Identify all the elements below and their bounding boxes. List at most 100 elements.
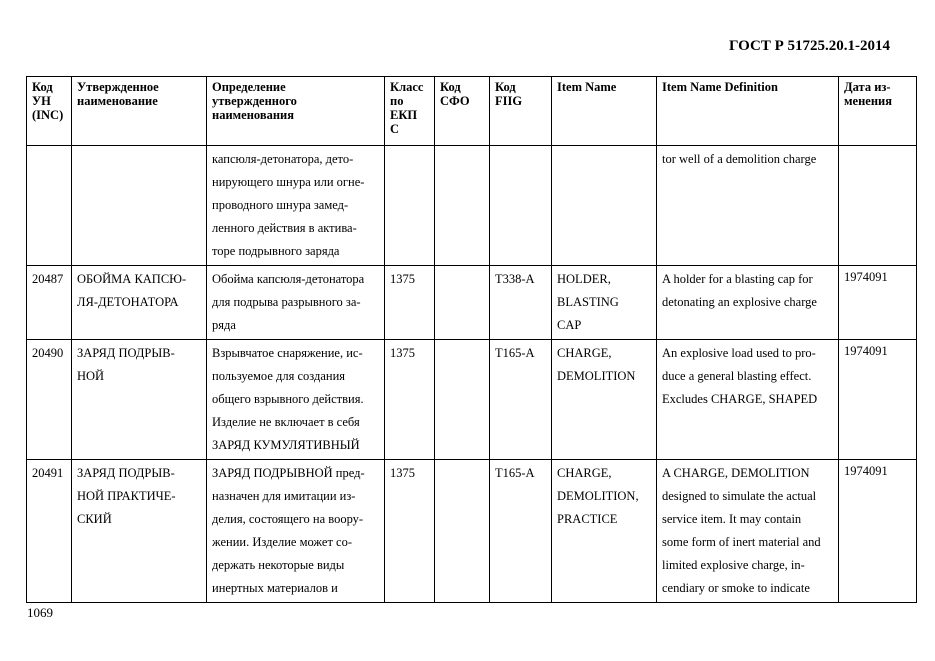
cell-line: ЗАРЯД КУМУЛЯТИВНЫЙ: [212, 438, 360, 452]
cell-line: для подрыва разрывного за-: [212, 295, 361, 309]
cell-line: ОБОЙМА КАПСЮ-: [77, 272, 187, 286]
cell-line: нирующего шнура или огне-: [212, 175, 365, 189]
cell-line: пользуемое для создания: [212, 369, 346, 383]
header-line: Утвержденное: [77, 80, 159, 94]
cell-item-name: CHARGE, DEMOLITION, PRACTICE: [551, 459, 657, 603]
cell-line: DEMOLITION: [557, 369, 636, 383]
header-line: С: [390, 122, 400, 136]
cell-item-name-definition: tor well of a demolition charge: [656, 145, 839, 266]
cell-line: some form of inert material and: [662, 535, 821, 549]
cell-line: 20490: [32, 346, 64, 360]
cell-line: An explosive load used to pro-: [662, 346, 816, 360]
cell-line: назначен для имитации из-: [212, 489, 356, 503]
cell-ekps-class: 1375: [384, 459, 435, 603]
header-line: СФО: [440, 94, 470, 108]
cell-inc-code: [26, 145, 72, 266]
cell-change-date: 1974091: [838, 265, 917, 340]
header-line: по: [390, 94, 404, 108]
cell-line: инертных материалов и: [212, 581, 338, 595]
cell-inc-code: 20490: [26, 339, 72, 460]
header-line: ЕКП: [390, 108, 418, 122]
cell-line: ленного действия в актива-: [212, 221, 357, 235]
cell-sfo-code: [434, 339, 490, 460]
cell-approved-name: ОБОЙМА КАПСЮ- ЛЯ-ДЕТОНАТОРА: [71, 265, 207, 340]
header-line: менения: [844, 94, 892, 108]
cell-line: detonating an explosive charge: [662, 295, 817, 309]
cell-fiig-code: T165-A: [489, 339, 552, 460]
cell-approved-name: ЗАРЯД ПОДРЫВ- НОЙ: [71, 339, 207, 460]
cell-line: T165-A: [495, 466, 535, 480]
cell-line: limited explosive charge, in-: [662, 558, 805, 572]
cell-sfo-code: [434, 145, 490, 266]
cell-line: проводного шнура замед-: [212, 198, 349, 212]
cell-line: СКИЙ: [77, 512, 112, 526]
table-header-row: Код УН (INC) Утвержденное наименование Опреде…: [26, 76, 917, 146]
cell-inc-code: 20487: [26, 265, 72, 340]
header-line: Код: [440, 80, 461, 94]
cell-line: общего взрывного действия.: [212, 392, 364, 406]
cell-item-name-definition: An explosive load used to pro-duce a gen…: [656, 339, 839, 460]
cell-definition: Взрывчатое снаряжение, ис-пользуемое для…: [206, 339, 385, 460]
cell-line: жении. Изделие может со-: [212, 535, 353, 549]
column-header-ekps-class: Класс по ЕКП С: [384, 76, 435, 146]
cell-line: ЗАРЯД ПОДРЫВ-: [77, 466, 175, 480]
header-line: наименования: [212, 108, 295, 122]
cell-line: cendiary or smoke to indicate: [662, 581, 810, 595]
cell-item-name: CHARGE, DEMOLITION: [551, 339, 657, 460]
cell-fiig-code: T338-A: [489, 265, 552, 340]
cell-line: CAP: [557, 318, 582, 332]
column-header-change-date: Дата из-менения: [838, 76, 917, 146]
document-code: ГОСТ Р 51725.20.1-2014: [728, 38, 890, 54]
cell-fiig-code: [489, 145, 552, 266]
header-line: Item Name Definition: [662, 80, 778, 94]
header-line: Код: [495, 80, 516, 94]
cell-item-name-definition: A holder for a blasting cap for detonatin…: [656, 265, 839, 340]
cell-line: держать некоторые виды: [212, 558, 345, 572]
cell-line: ЗАРЯД ПОДРЫВНОЙ пред-: [212, 466, 365, 480]
table-row: 20491 ЗАРЯД ПОДРЫВ- НОЙ ПРАКТИЧЕ- СКИЙ ЗАРЯД…: [26, 459, 917, 603]
cell-line: duce a general blasting effect.: [662, 369, 812, 383]
cell-fiig-code: T165-A: [489, 459, 552, 603]
cell-line: service item. It may contain: [662, 512, 802, 526]
cell-line: CHARGE,: [557, 466, 612, 480]
column-header-fiig-code: Код FIIG: [489, 76, 552, 146]
cell-line: BLASTING: [557, 295, 619, 309]
header-line: Item Name: [557, 80, 617, 94]
page-number: 1069: [27, 605, 53, 620]
cell-line: НОЙ ПРАКТИЧЕ-: [77, 489, 176, 503]
cell-approved-name: [71, 145, 207, 266]
header-line: (INC): [32, 108, 64, 122]
cell-item-name: [551, 145, 657, 266]
cell-line: 1974091: [844, 344, 888, 358]
cell-change-date: [838, 145, 917, 266]
cell-line: 20487: [32, 272, 64, 286]
cell-sfo-code: [434, 459, 490, 603]
cell-line: ЗАРЯД ПОДРЫВ-: [77, 346, 175, 360]
cell-ekps-class: 1375: [384, 339, 435, 460]
cell-line: Взрывчатое снаряжение, ис-: [212, 346, 363, 360]
cell-line: CHARGE,: [557, 346, 612, 360]
cell-line: tor well of a demolition charge: [662, 152, 817, 166]
cell-line: капсюля-детонатора, дето-: [212, 152, 354, 166]
cell-line: A holder for a blasting cap for: [662, 272, 813, 286]
header-line: утвержденного: [212, 94, 297, 108]
table-row: 20490 ЗАРЯД ПОДРЫВ- НОЙ Взрывчатое снаряжен…: [26, 339, 917, 460]
cell-definition: капсюля-детонатора, дето-нирующего шнура…: [206, 145, 385, 266]
cell-line: 1375: [390, 466, 415, 480]
cell-inc-code: 20491: [26, 459, 72, 603]
cell-line: DEMOLITION,: [557, 489, 639, 503]
cell-line: Excludes CHARGE, SHAPED: [662, 392, 818, 406]
cell-line: PRACTICE: [557, 512, 618, 526]
cell-definition: Обойма капсюля-детонатора для подрыва раз…: [206, 265, 385, 340]
cell-ekps-class: 1375: [384, 265, 435, 340]
header-line: Дата из-: [844, 80, 891, 94]
header-line: Определение: [212, 80, 286, 94]
column-header-approved-name: Утвержденное наименование: [71, 76, 207, 146]
cell-line: 1375: [390, 272, 415, 286]
cell-approved-name: ЗАРЯД ПОДРЫВ- НОЙ ПРАКТИЧЕ- СКИЙ: [71, 459, 207, 603]
column-header-sfo-code: Код СФО: [434, 76, 490, 146]
cell-sfo-code: [434, 265, 490, 340]
cell-line: 1974091: [844, 464, 888, 478]
cell-line: ЛЯ-ДЕТОНАТОРА: [77, 295, 179, 309]
